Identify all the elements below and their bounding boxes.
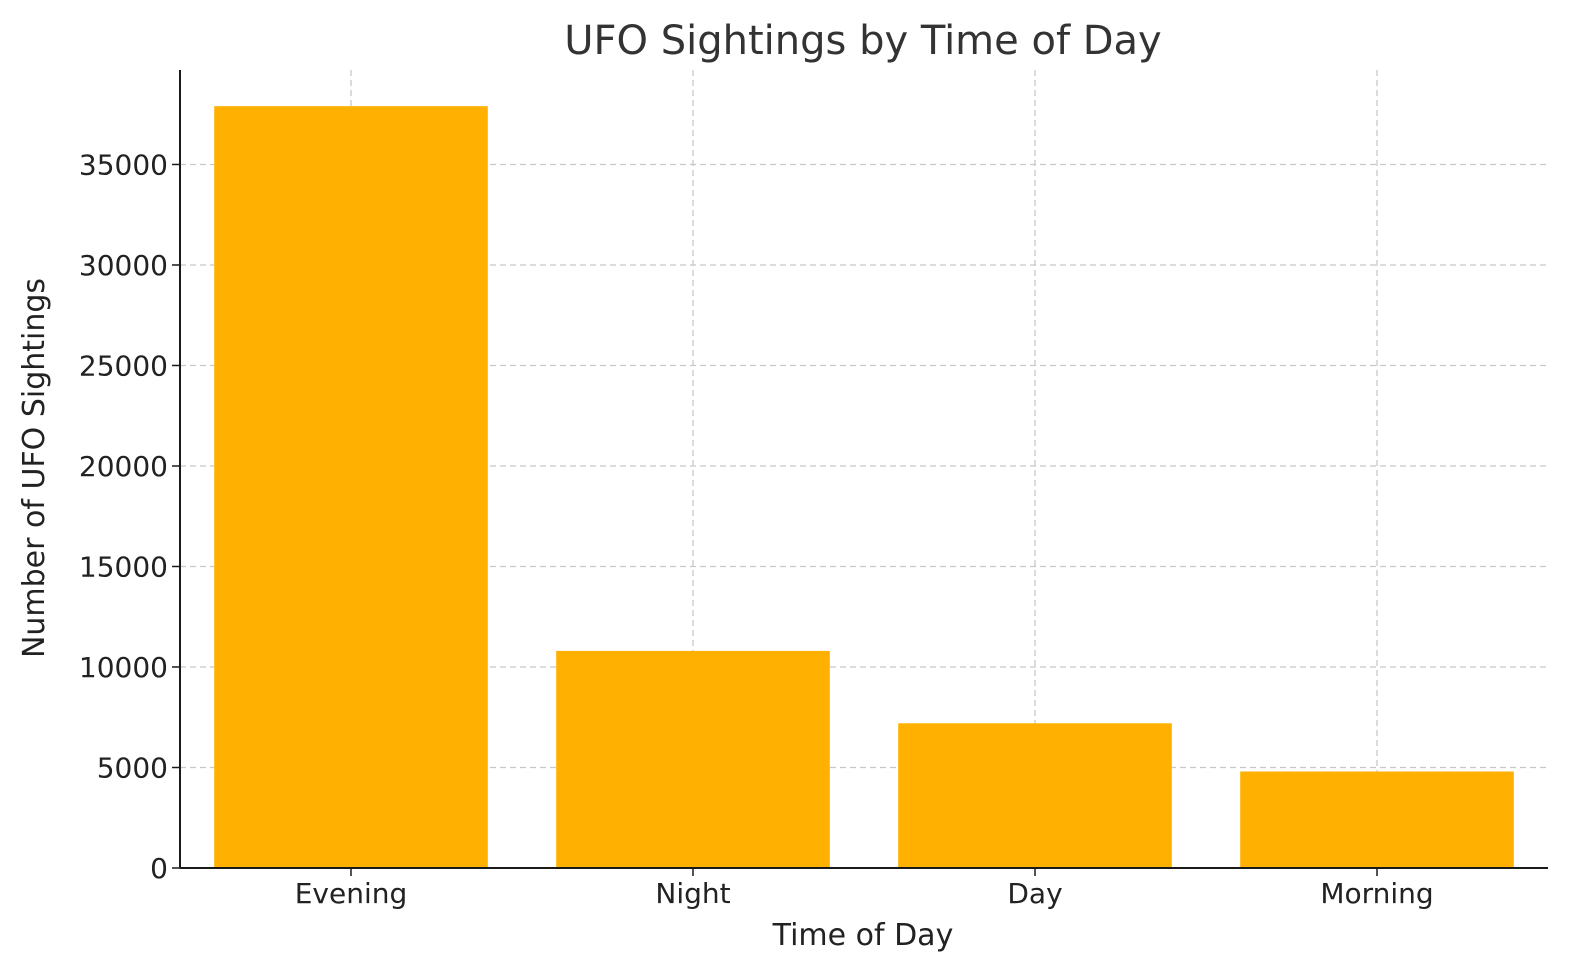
bars <box>214 106 1514 869</box>
y-tick-label: 20000 <box>79 450 168 483</box>
x-tick-label: Evening <box>295 877 408 910</box>
axes <box>179 70 1548 869</box>
y-tick-label: 10000 <box>79 651 168 684</box>
y-tick-label: 30000 <box>79 249 168 282</box>
bar-morning <box>1240 771 1514 868</box>
y-tick-label: 15000 <box>79 550 168 583</box>
y-tick-label: 35000 <box>79 148 168 181</box>
y-axis-label: Number of UFO Sightings <box>17 278 52 658</box>
x-axis-label: Time of Day <box>772 918 954 953</box>
y-tick-label: 0 <box>150 852 168 885</box>
bar-night <box>556 650 830 868</box>
y-tick-label: 5000 <box>97 751 168 784</box>
x-tick-label: Day <box>1007 877 1062 910</box>
chart-title: UFO Sightings by Time of Day <box>564 18 1161 64</box>
bar-day <box>898 723 1172 868</box>
x-tick-label: Night <box>655 877 730 910</box>
y-tick-label: 25000 <box>79 349 168 382</box>
x-ticks: Evening Night Day Morning <box>295 868 1434 910</box>
x-tick-label: Morning <box>1320 877 1433 910</box>
bar-evening <box>214 106 488 869</box>
y-ticks: 0 5000 10000 15000 20000 25000 30000 35000 <box>79 148 180 885</box>
